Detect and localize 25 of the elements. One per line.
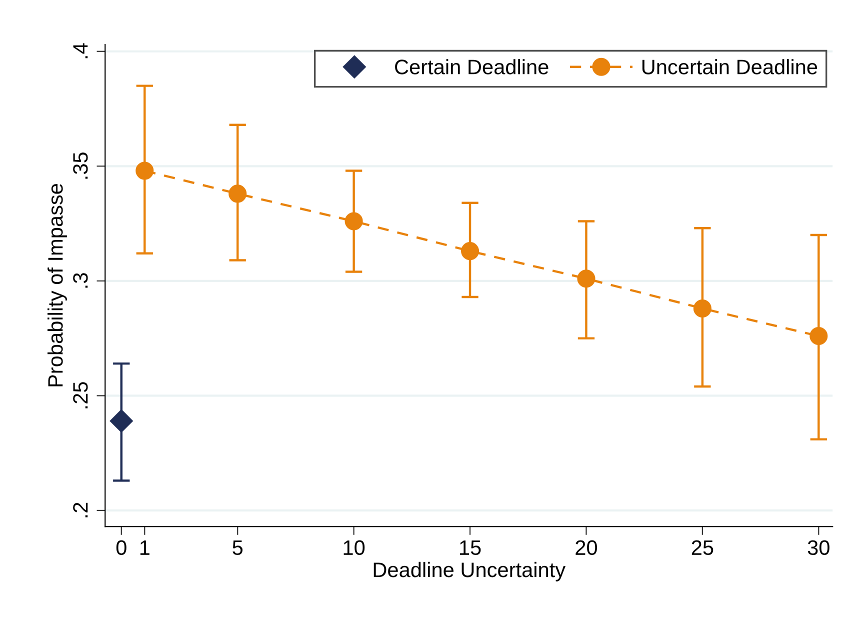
point xyxy=(228,184,247,203)
x-tick-label: 1 xyxy=(140,540,150,555)
legend-label: Uncertain Deadline xyxy=(642,59,818,74)
x-tick-label: 15 xyxy=(460,540,481,556)
point xyxy=(344,212,363,230)
x-axis-title: Deadline Uncertainty xyxy=(374,562,566,582)
y-tick-label: .25 xyxy=(73,382,88,408)
x-tick-label: 10 xyxy=(344,540,365,556)
x-tick-label: 0 xyxy=(116,540,126,556)
y-axis-title: Probability of Impasse xyxy=(48,184,67,386)
y-tick-label: .35 xyxy=(73,152,88,179)
x-tick-label: 25 xyxy=(692,540,714,556)
legend-label: Certain Deadline xyxy=(395,59,548,74)
y-tick-label: .4 xyxy=(73,43,88,58)
point xyxy=(810,326,828,346)
point xyxy=(136,162,154,180)
x-tick-label: 30 xyxy=(808,540,830,556)
x-tick-label: 5 xyxy=(232,540,243,556)
point xyxy=(110,409,133,432)
y-tick-label: .3 xyxy=(73,273,88,288)
x-tick-label: 20 xyxy=(576,540,597,556)
y-tick-label: .2 xyxy=(73,502,88,518)
point xyxy=(693,299,712,318)
point xyxy=(577,270,596,288)
point xyxy=(460,242,480,260)
